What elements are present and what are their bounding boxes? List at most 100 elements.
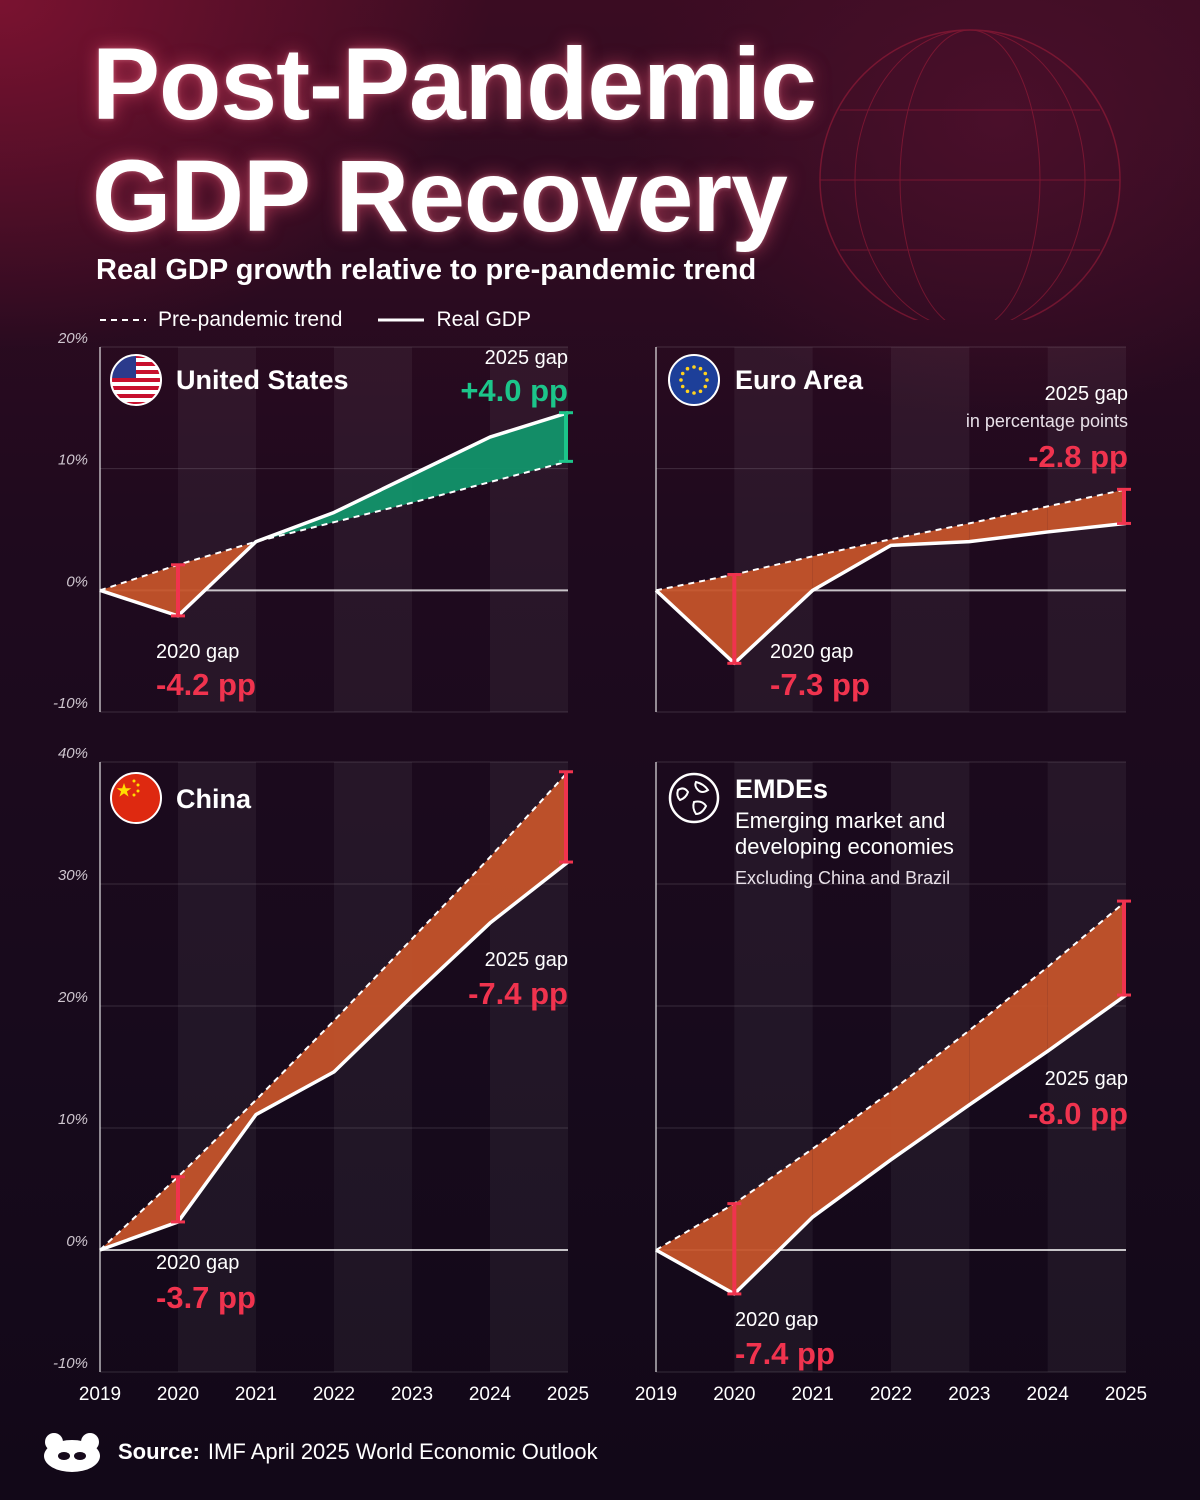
gap-2025-value-china: -7.4 pp xyxy=(468,976,568,1011)
chart-plot-emdes: 2019 2020 2021 2022 2023 2024 2025 xyxy=(635,761,1147,1405)
gap-2020-label-china: 2020 gap xyxy=(156,1252,240,1274)
negative-gap-area xyxy=(490,771,568,924)
negative-gap-area xyxy=(334,938,412,1072)
y-tick-label: 10% xyxy=(58,452,88,469)
gap-2025-value-emdes: -8.0 pp xyxy=(1028,1096,1128,1131)
negative-gap-area xyxy=(656,1203,735,1294)
source-text: IMF April 2025 World Economic Outlook xyxy=(207,1439,598,1464)
x-tick-label: 2024 xyxy=(1027,1384,1070,1405)
chart-legend: Pre-pandemic trend Real GDP xyxy=(100,308,567,332)
x-tick-label: 2021 xyxy=(792,1384,834,1405)
negative-gap-area xyxy=(812,1091,891,1218)
legend-label-real: Real GDP xyxy=(436,308,531,331)
chart-plot-euro xyxy=(654,346,1131,713)
chart-panel-china: 40% 30% 20% 10% 0% -10% 2019 2020 2021 2022 2023 20… xyxy=(40,745,589,1412)
panel-subtitle-emdes-line-1: Emerging market and xyxy=(735,808,946,833)
source-footer: Source: IMF April 2025 World Economic Ou… xyxy=(40,1430,598,1474)
positive-gap-area xyxy=(490,412,568,483)
panel-title-emdes: EMDEs xyxy=(735,774,829,804)
dashed-line-icon xyxy=(100,319,146,321)
x-tick-label: 2019 xyxy=(79,1384,121,1405)
negative-gap-area xyxy=(412,857,490,997)
panel-subtitle-emdes-line-2: developing economies xyxy=(735,834,954,859)
y-tick-label: 20% xyxy=(57,330,88,347)
panel-title-us: United States xyxy=(176,365,349,395)
negative-gap-area xyxy=(1047,489,1126,532)
page-subtitle: Real GDP growth relative to pre-pandemic… xyxy=(96,254,757,286)
chart-plot-us: 20% 10% 0% -10% xyxy=(53,330,573,713)
legend-item-trend: Pre-pandemic trend xyxy=(100,308,342,332)
column-band xyxy=(178,762,256,1372)
negative-gap-area xyxy=(969,966,1048,1105)
column-band xyxy=(334,762,412,1372)
page-title: Post-Pandemic GDP Recovery xyxy=(92,27,817,253)
column-band xyxy=(490,347,568,712)
source-label: Source: xyxy=(118,1439,200,1464)
chart-panel-emdes: 2019 2020 2021 2022 2023 2024 2025 EMDEs Emerg… xyxy=(600,752,1147,1412)
negative-gap-area xyxy=(100,564,178,616)
chart-panel-us: 20% 10% 0% -10% United States 2025 gap +4.0… xyxy=(40,330,580,725)
x-tick-label: 2022 xyxy=(870,1384,912,1405)
negative-gap-area xyxy=(891,1030,970,1160)
chart-panel-euro: Euro Area 2025 gap in percentage points … xyxy=(600,335,1140,725)
negative-gap-area xyxy=(1047,901,1126,1052)
trend-line xyxy=(99,771,569,1251)
positive-gap-area xyxy=(334,474,412,523)
gap-2020-value-china: -3.7 pp xyxy=(156,1280,256,1315)
chart-plot-china: 40% 30% 20% 10% 0% -10% 2019 2020 2021 2022 2023 20… xyxy=(53,745,589,1405)
gap-2025-value-euro: -2.8 pp xyxy=(1028,439,1128,474)
gap-2020-value-emdes: -7.4 pp xyxy=(735,1336,835,1371)
x-tick-label: 2020 xyxy=(157,1384,199,1405)
negative-gap-area xyxy=(178,1099,256,1222)
gap-2020-label-euro: 2020 gap xyxy=(770,641,854,663)
y-tick-label: 30% xyxy=(58,867,88,884)
positive-gap-area xyxy=(412,437,490,503)
gap-2020-value-euro: -7.3 pp xyxy=(770,667,870,702)
y-tick-label: 0% xyxy=(66,573,88,590)
gap-2025-label-us: 2025 gap xyxy=(484,347,568,369)
panel-note-emdes: Excluding China and Brazil xyxy=(735,868,951,888)
globe-icon xyxy=(668,772,720,824)
negative-gap-area xyxy=(656,574,735,664)
solid-line-icon xyxy=(378,318,425,322)
x-tick-label: 2020 xyxy=(713,1384,755,1405)
y-tick-label: 0% xyxy=(66,1233,88,1250)
y-tick-label: 10% xyxy=(58,1111,88,1128)
x-tick-label: 2025 xyxy=(547,1384,589,1405)
y-tick-label: -10% xyxy=(53,1355,88,1372)
x-tick-label: 2023 xyxy=(948,1384,990,1405)
gap-2020-label-emdes: 2020 gap xyxy=(735,1309,819,1331)
legend-label-trend: Pre-pandemic trend xyxy=(158,308,343,331)
negative-gap-area xyxy=(734,1148,813,1294)
x-tick-label: 2025 xyxy=(1105,1384,1147,1405)
gap-2025-label-euro: 2025 gap xyxy=(1044,383,1128,405)
x-tick-label: 2021 xyxy=(235,1384,277,1405)
brand-logo-icon xyxy=(44,1433,100,1472)
y-tick-label: -10% xyxy=(53,695,88,712)
column-band xyxy=(178,347,256,712)
legend-item-real: Real GDP xyxy=(378,308,531,332)
column-band xyxy=(1047,762,1126,1372)
x-tick-label: 2019 xyxy=(635,1384,677,1405)
negative-gap-area xyxy=(734,556,813,664)
gap-2020-label-us: 2020 gap xyxy=(156,641,240,663)
gap-2025-label-emdes: 2025 gap xyxy=(1044,1068,1128,1090)
gap-2020-value-us: -4.2 pp xyxy=(156,667,256,702)
negative-gap-area xyxy=(891,523,970,546)
title-line-2: GDP Recovery xyxy=(92,139,788,253)
panel-title-china: China xyxy=(176,784,252,814)
gap-2025-label-china: 2025 gap xyxy=(484,949,568,971)
y-tick-label: 20% xyxy=(57,989,88,1006)
panel-title-euro: Euro Area xyxy=(735,365,864,395)
gap-2025-note-euro: in percentage points xyxy=(965,411,1128,431)
gap-2025-value-us: +4.0 pp xyxy=(460,373,568,408)
eu-flag-icon xyxy=(668,354,720,406)
x-tick-label: 2023 xyxy=(391,1384,433,1405)
column-band xyxy=(334,347,412,712)
us-flag-icon xyxy=(110,354,162,406)
title-line-1: Post-Pandemic xyxy=(92,27,817,141)
x-tick-label: 2022 xyxy=(313,1384,355,1405)
negative-gap-area xyxy=(256,1020,334,1115)
y-tick-label: 40% xyxy=(58,745,88,762)
china-flag-icon xyxy=(110,772,162,824)
